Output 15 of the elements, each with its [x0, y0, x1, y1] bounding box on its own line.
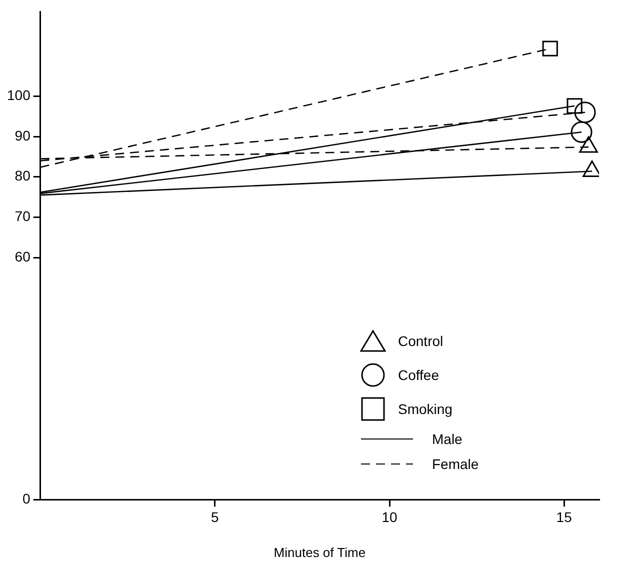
x-tick-label: 5: [211, 508, 220, 525]
annotation: Smoking: [398, 401, 452, 417]
y-tick-label: 60: [14, 248, 31, 264]
x-tick-label: 10: [382, 508, 398, 525]
y-tick-label: 70: [14, 208, 31, 224]
x-axis-title: Minutes of Time: [274, 544, 366, 560]
annotation: Female: [432, 456, 479, 472]
annotation: Control: [398, 333, 444, 349]
x-tick-label: 15: [556, 508, 572, 525]
y-tick-label: 100: [7, 87, 31, 104]
y-tick-label: 0: [22, 490, 31, 506]
annotation: Male: [432, 430, 462, 446]
y-tick-label: 80: [14, 168, 31, 184]
y-tick-label: 90: [14, 127, 31, 144]
annotation: Coffee: [398, 367, 439, 383]
